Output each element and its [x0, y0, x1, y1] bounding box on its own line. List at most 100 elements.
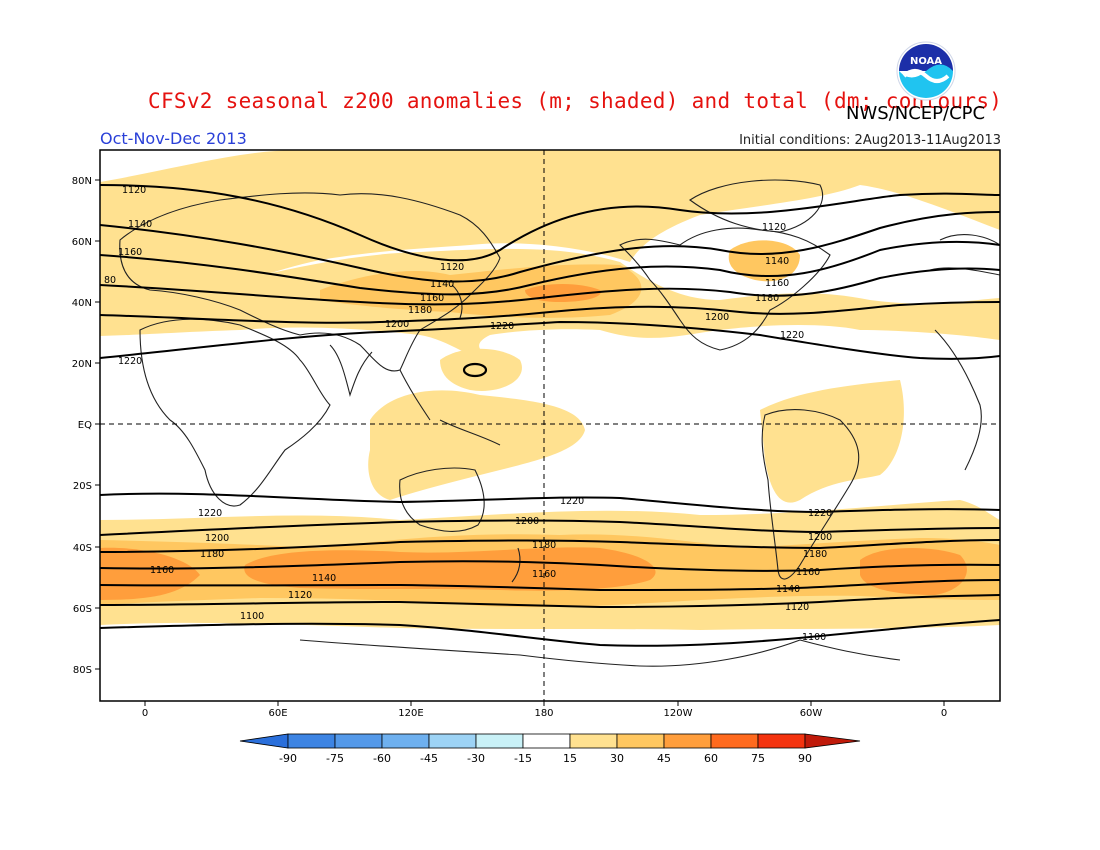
colorbar-label: -90 — [279, 752, 297, 765]
coastlines — [119, 179, 1000, 667]
contour-label: 1160 — [118, 247, 142, 258]
lon-label: 120E — [398, 708, 423, 719]
contour-1180-north — [100, 267, 1000, 306]
colorbar-cell — [757, 733, 806, 749]
axis-ticks — [95, 179, 945, 706]
contour-label: 1180 — [408, 305, 432, 316]
colorbar-label: -30 — [467, 752, 485, 765]
anomaly-shading — [100, 150, 1000, 630]
coast-namerica — [619, 227, 831, 351]
contour-1160-south — [100, 560, 1000, 572]
contour-label: 1100 — [802, 632, 826, 643]
coast-seasia — [399, 369, 501, 446]
contour-label: 1160 — [420, 293, 444, 304]
anomaly-band-strong-south1 — [100, 547, 200, 600]
lat-label: 80N — [72, 176, 92, 187]
contour-label: 1180 — [755, 293, 779, 304]
colorbar-label: -60 — [373, 752, 391, 765]
anomaly-band-strong-south2 — [244, 547, 656, 591]
contour-1140-north — [100, 211, 1000, 283]
contour-label: 1140 — [128, 219, 152, 230]
height-contours — [100, 184, 1000, 647]
plot-frame — [99, 149, 1001, 702]
colorbar-cell — [569, 733, 618, 749]
contour-1160-north — [100, 240, 1000, 296]
lon-label: 0 — [142, 708, 148, 719]
contour-labels: 1120 1140 1160 80 1220 1120 1140 1160 11… — [104, 185, 832, 643]
contour-label: 1120 — [288, 590, 312, 601]
colorbar — [239, 733, 861, 749]
coast-newzealand — [511, 547, 521, 583]
lat-label: 40S — [73, 543, 92, 554]
lon-label: 180 — [534, 708, 553, 719]
organization-label: NWS/NCEP/CPC — [846, 103, 986, 124]
anomaly-band-light-tropics2 — [440, 348, 522, 391]
colorbar-cell — [616, 733, 665, 749]
contour-1200-south — [100, 519, 1000, 536]
contour-1220-south — [100, 492, 1000, 514]
contour-label: 1180 — [200, 549, 224, 560]
contour-label: 1200 — [705, 312, 729, 323]
contour-ring-pacific — [462, 362, 488, 378]
lat-label: 80S — [73, 665, 92, 676]
coast-india — [329, 344, 373, 397]
contour-label: 1160 — [150, 565, 174, 576]
colorbar-label: -15 — [514, 752, 532, 765]
contour-label: 1200 — [385, 319, 409, 330]
contour-label: 1220 — [198, 508, 222, 519]
colorbar-arrow-high — [804, 733, 861, 749]
reference-lines — [100, 150, 1000, 701]
colorbar-cell — [381, 733, 430, 749]
contour-label: 1160 — [765, 278, 789, 289]
coast-samerica — [761, 409, 860, 580]
contour-label: 1220 — [118, 356, 142, 367]
contour-label: 1220 — [780, 330, 804, 341]
lat-label: 40N — [72, 298, 92, 309]
anomaly-band-light-samerica — [760, 380, 904, 503]
contour-label: 1120 — [122, 185, 146, 196]
colorbar-label: 90 — [798, 752, 812, 765]
colorbar-cell — [663, 733, 712, 749]
lat-label: 20N — [72, 359, 92, 370]
lon-label: 60W — [800, 708, 823, 719]
anomaly-band-light-tropics — [368, 390, 585, 500]
lon-label: 120W — [664, 708, 693, 719]
contour-label: 1120 — [440, 262, 464, 273]
coast-antarctica — [299, 639, 901, 667]
contour-label: 1220 — [560, 496, 584, 507]
contour-1100-south — [100, 619, 1000, 647]
contour-label: 1220 — [808, 508, 832, 519]
noaa-logo-icon: NOAA — [896, 41, 956, 101]
coast-australia — [399, 467, 485, 532]
contour-label: 1140 — [776, 584, 800, 595]
contour-label: 1200 — [205, 533, 229, 544]
contour-1120-north — [100, 184, 1000, 262]
contour-label: 1140 — [765, 256, 789, 267]
colorbar-label: 45 — [657, 752, 671, 765]
lat-label: 60S — [73, 604, 92, 615]
contour-1220-north — [100, 320, 1000, 360]
contour-label: 1140 — [430, 279, 454, 290]
colorbar-label: 15 — [563, 752, 577, 765]
coast-greenland — [689, 179, 824, 233]
colorbar-label: -75 — [326, 752, 344, 765]
contour-label: 1100 — [240, 611, 264, 622]
lat-label: 20S — [73, 481, 92, 492]
lon-label: 0 — [941, 708, 947, 719]
contour-label: 1140 — [312, 573, 336, 584]
contour-1140-south — [100, 579, 1000, 592]
colorbar-label: 30 — [610, 752, 624, 765]
colorbar-cell — [334, 733, 383, 749]
contour-label: 1180 — [532, 540, 556, 551]
contour-1180-south — [100, 539, 1000, 553]
colorbar-labels: -90 -75 -60 -45 -30 -15 15 30 45 60 75 9… — [279, 752, 812, 765]
contour-label: 1160 — [796, 567, 820, 578]
contour-label: 1200 — [515, 516, 539, 527]
contour-1120-south — [100, 594, 1000, 609]
latitude-labels: 80N 60N 40N 20N EQ 20S 40S 60S 80S — [72, 176, 92, 676]
coast-eurasia — [119, 192, 501, 372]
season-label: Oct-Nov-Dec 2013 — [100, 129, 247, 148]
colorbar-cell — [522, 733, 571, 749]
contour-label: 1180 — [803, 549, 827, 560]
